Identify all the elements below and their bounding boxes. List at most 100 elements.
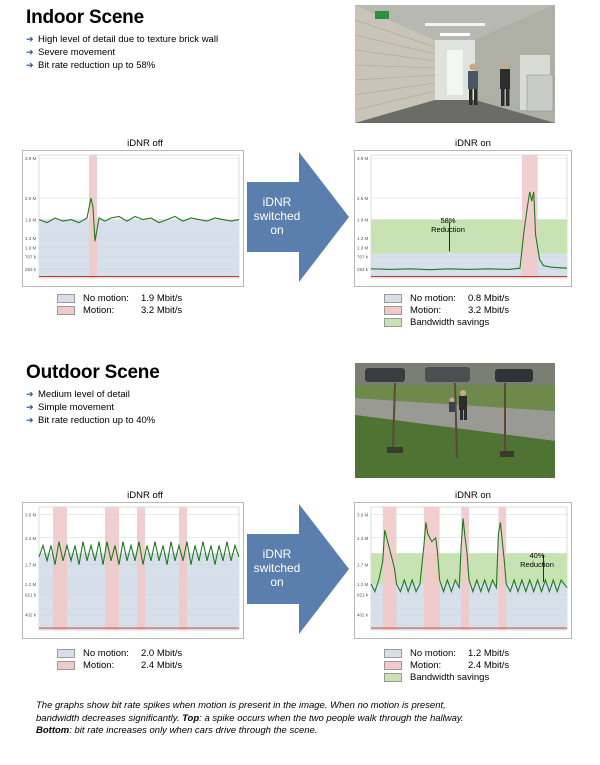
legend-swatch: [384, 317, 402, 327]
motion-band: [53, 507, 67, 630]
bitrate-line: [370, 191, 568, 271]
y-tick-label: 2.6 M: [357, 196, 369, 201]
caption-text: : bit rate increases only when cars driv…: [69, 725, 318, 736]
arrow-right-icon: ➔: [26, 402, 34, 412]
legend-value: 3.2 Mbit/s: [141, 304, 183, 316]
legend-swatch: [384, 305, 402, 315]
indoor-switch-arrow: iDNR switched on: [247, 152, 349, 282]
indoor-off-chart-frame: 3.9 M 2.6 M 1.9 M 1.3 M 1.0 M 707 k 293 k: [22, 150, 244, 287]
outdoor-on-chart: 3.0 M 2.4 M 1.7 M 1.2 M 921 k 402 k: [357, 506, 568, 631]
bullet-text: High level of detail due to texture bric…: [38, 34, 219, 45]
legend-item: No motion: 2.0 Mbit/s: [57, 647, 182, 659]
caption-text: : a spike occurs when the two people wal…: [199, 712, 464, 724]
indoor-on-annotation: 58% Reduction: [428, 216, 468, 234]
outdoor-off-legend: No motion: 2.0 Mbit/s Motion: 2.4 Mbit/s: [57, 647, 182, 671]
arrow-right-icon: ➔: [26, 34, 34, 44]
caption-line: Bottom: bit rate increases only when car…: [36, 725, 576, 738]
outdoor-title: Outdoor Scene: [26, 362, 160, 383]
y-tick-label: 3.0 M: [357, 513, 369, 518]
y-tick-label: 1.3 M: [25, 236, 37, 241]
outdoor-on-annotation: 40% Reduction: [517, 551, 557, 569]
legend-value: 0.8 Mbit/s: [468, 292, 510, 304]
y-tick-label: 707 k: [357, 254, 369, 259]
indoor-bullet-1: ➔ High level of detail due to texture bri…: [26, 33, 218, 46]
y-tick-label: 2.4 M: [357, 536, 369, 541]
annotation-line: 58%: [440, 216, 456, 225]
y-tick-label: 402 k: [357, 613, 369, 618]
arrow-line: iDNR: [262, 547, 292, 561]
y-tick-label: 3.9 M: [25, 156, 37, 161]
annotation-line: 40%: [529, 551, 545, 560]
y-tick-label: 1.7 M: [25, 563, 37, 568]
indoor-on-chart-frame: 3.9 M 2.6 M 1.9 M 1.3 M 1.0 M 707 k 293 k 58% …: [354, 150, 572, 287]
indoor-bullet-3: ➔ Bit rate reduction up to 58%: [26, 59, 218, 72]
indoor-off-chart: 3.9 M 2.6 M 1.9 M 1.3 M 1.0 M 707 k 293 k: [25, 154, 240, 279]
indoor-photo: [355, 5, 555, 123]
arrow-line: switched: [253, 209, 301, 223]
outdoor-on-title: iDNR on: [455, 490, 491, 501]
caption-top-label: Top: [182, 712, 200, 724]
street-image: [355, 363, 555, 478]
arrow-right-icon: ➔: [26, 415, 34, 425]
legend-value: 2.4 Mbit/s: [141, 659, 183, 671]
indoor-title: Indoor Scene: [26, 7, 144, 28]
legend-item: No motion: 0.8 Mbit/s: [384, 292, 509, 304]
outdoor-bullets: ➔ Medium level of detail ➔ Simple movement…: [26, 388, 155, 427]
caption-line: bandwidth decreases significantly. Top: …: [36, 713, 576, 726]
legend-label: Motion:: [83, 659, 115, 671]
legend-value: 1.2 Mbit/s: [468, 647, 510, 659]
legend-item: Motion: 2.4 Mbit/s: [57, 659, 182, 671]
outdoor-off-title: iDNR off: [127, 490, 163, 501]
legend-item: Motion: 3.2 Mbit/s: [57, 304, 182, 316]
legend-item: No motion: 1.2 Mbit/s: [384, 647, 509, 659]
legend-swatch: [384, 293, 402, 303]
y-tick-label: 1.7 M: [357, 563, 369, 568]
outdoor-bullet-1: ➔ Medium level of detail: [26, 388, 155, 401]
bullet-text: Bit rate reduction up to 58%: [38, 60, 156, 71]
indoor-off-legend: No motion: 1.9 Mbit/s Motion: 3.2 Mbit/s: [57, 292, 182, 316]
legend-label: Bandwidth savings: [410, 316, 490, 328]
bitrate-line: [38, 541, 240, 565]
arrow-line: on: [270, 575, 284, 589]
annotation-line: Reduction: [431, 225, 465, 234]
caption-line: The graphs show bit rate spikes when mot…: [36, 700, 446, 711]
arrow-right-icon: [247, 152, 349, 282]
outdoor-on-chart-frame: 3.0 M 2.4 M 1.7 M 1.2 M 921 k 402 k 40% Reduc…: [354, 502, 572, 639]
y-tick-label: 1.2 M: [357, 582, 369, 587]
outdoor-off-chart-frame: 3.0 M 2.4 M 1.7 M 1.2 M 921 k 402 k: [22, 502, 244, 639]
motion-band: [179, 507, 187, 630]
y-tick-label: 3.9 M: [357, 156, 369, 161]
no-motion-area: [39, 219, 239, 278]
legend-label: No motion:: [410, 647, 456, 659]
legend-label: Motion:: [410, 304, 442, 316]
legend-item: Bandwidth savings: [384, 671, 509, 683]
legend-label: No motion:: [83, 292, 129, 304]
legend-item: No motion: 1.9 Mbit/s: [57, 292, 182, 304]
arrow-line: iDNR: [262, 195, 292, 209]
annotation-line: Reduction: [520, 560, 554, 569]
y-tick-label: 1.0 M: [357, 245, 369, 250]
y-tick-label: 921 k: [25, 593, 37, 598]
outdoor-photo: [355, 363, 555, 478]
arrow-right-icon: ➔: [26, 47, 34, 57]
legend-swatch: [384, 660, 402, 670]
motion-band: [498, 507, 507, 630]
bullet-text: Simple movement: [38, 402, 115, 413]
indoor-on-chart: 3.9 M 2.6 M 1.9 M 1.3 M 1.0 M 707 k 293 k: [357, 154, 568, 279]
y-tick-label: 402 k: [25, 613, 37, 618]
bullet-text: Medium level of detail: [38, 389, 130, 400]
y-tick-label: 1.9 M: [357, 218, 369, 223]
legend-swatch: [384, 648, 402, 658]
outdoor-on-legend: No motion: 1.2 Mbit/s Motion: 2.4 Mbit/s B…: [384, 647, 509, 683]
legend-item: Motion: 2.4 Mbit/s: [384, 659, 509, 671]
y-tick-label: 2.4 M: [25, 536, 37, 541]
motion-band: [461, 507, 469, 630]
motion-band: [137, 507, 145, 630]
legend-swatch: [57, 293, 75, 303]
y-tick-label: 1.9 M: [25, 218, 37, 223]
bullet-text: Severe movement: [38, 47, 116, 58]
indoor-bullets: ➔ High level of detail due to texture bri…: [26, 33, 218, 72]
outdoor-off-chart: 3.0 M 2.4 M 1.7 M 1.2 M 921 k 402 k: [25, 506, 240, 631]
legend-swatch: [57, 660, 75, 670]
legend-value: 2.0 Mbit/s: [141, 647, 183, 659]
